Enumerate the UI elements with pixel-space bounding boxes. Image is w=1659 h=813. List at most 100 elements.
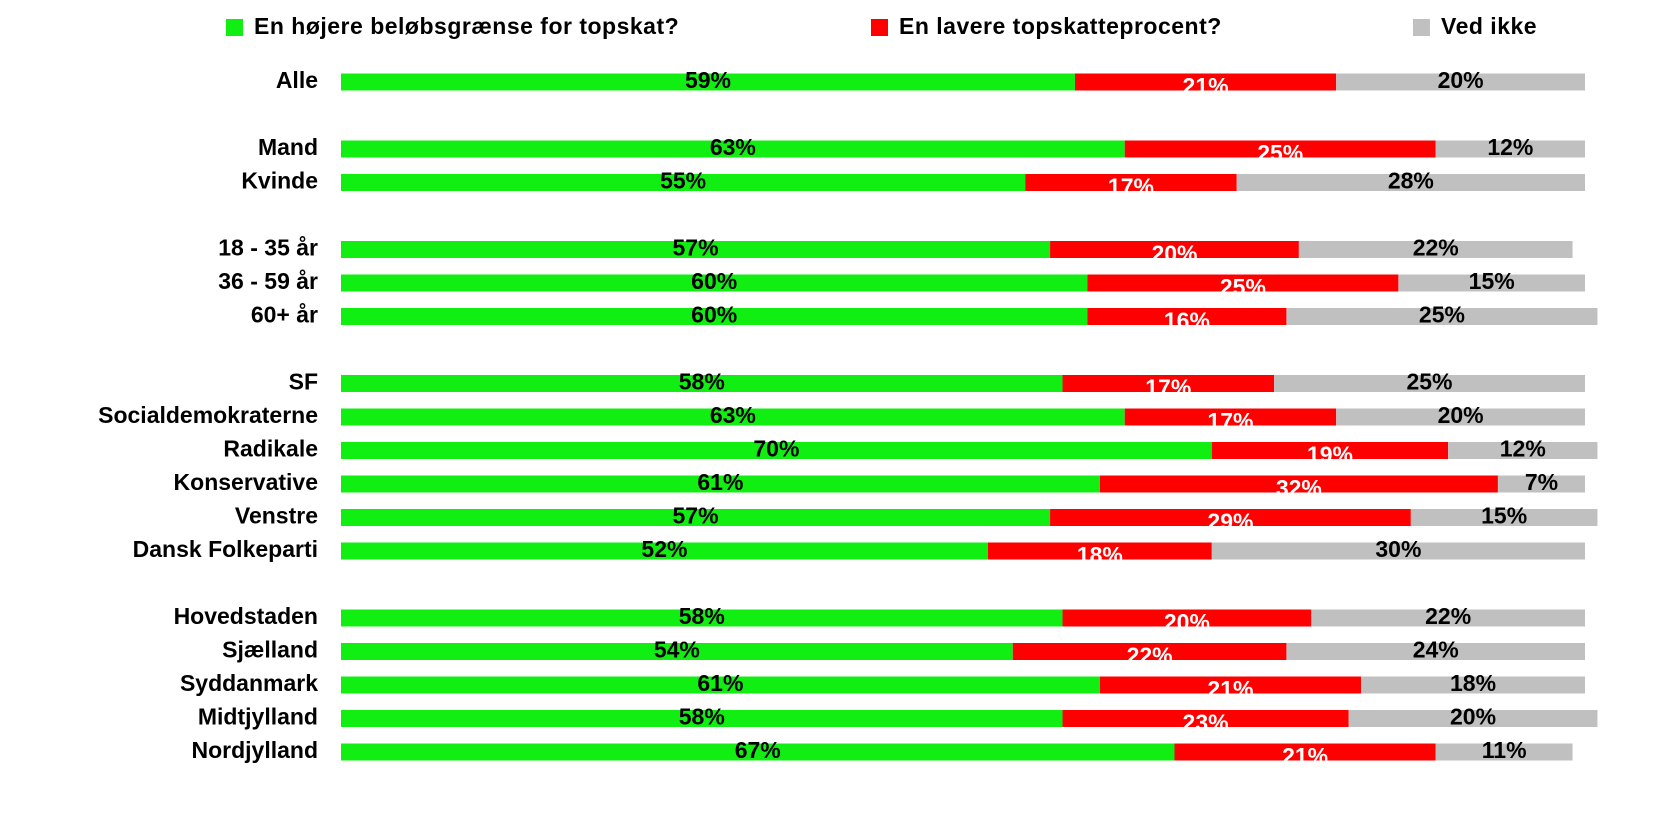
bar-segment: [1398, 274, 1585, 292]
category-label: Alle: [276, 67, 318, 93]
value-label: 12%: [1500, 436, 1546, 462]
bar-segment: [1435, 140, 1585, 158]
bar-segment: [1298, 241, 1573, 258]
value-label: 20%: [1450, 704, 1496, 730]
value-label: 57%: [673, 503, 719, 529]
legend-label: Ved ikke: [1441, 13, 1537, 39]
bar-segment: [1497, 475, 1585, 493]
value-label: 24%: [1413, 637, 1459, 663]
bar-segment: [1311, 609, 1585, 627]
value-label: 21%: [1183, 73, 1229, 99]
bar-segment: [1050, 509, 1411, 526]
legend-swatch: [1413, 19, 1430, 36]
bar-segment: [1236, 174, 1585, 191]
value-label: 21%: [1207, 676, 1253, 702]
value-label: 20%: [1164, 609, 1210, 635]
category-label: Dansk Folkeparti: [133, 536, 318, 562]
category-label: Sjælland: [222, 637, 318, 663]
value-label: 58%: [679, 704, 725, 730]
bar-segment: [1099, 676, 1362, 694]
value-label: 18%: [1077, 542, 1123, 568]
value-label: 52%: [641, 536, 687, 562]
value-label: 20%: [1438, 402, 1484, 428]
bar-segment: [1087, 274, 1399, 292]
legend-label: En lavere topskatteprocent?: [899, 13, 1222, 39]
value-label: 20%: [1151, 241, 1197, 267]
bar-segment: [341, 241, 1051, 258]
bar-segment: [1050, 241, 1299, 258]
value-label: 12%: [1487, 134, 1533, 160]
bar-segment: [341, 308, 1088, 325]
category-label: 18 - 35 år: [218, 235, 318, 261]
category-label: Syddanmark: [180, 670, 318, 696]
value-label: 60%: [691, 302, 737, 328]
value-label: 70%: [753, 436, 799, 462]
category-label: Mand: [258, 134, 318, 160]
category-label: Radikale: [223, 436, 318, 462]
value-label: 11%: [1482, 737, 1527, 763]
category-label: 60+ år: [251, 302, 318, 328]
bar-segment: [1087, 308, 1287, 325]
value-label: 29%: [1207, 509, 1253, 535]
bar-segment: [341, 643, 1013, 660]
bar-segment: [341, 609, 1063, 627]
value-label: 61%: [697, 670, 743, 696]
bar-segment: [1410, 509, 1598, 526]
bar-segment: [1062, 375, 1274, 392]
bar-segment: [341, 73, 1075, 91]
value-label: 59%: [685, 67, 731, 93]
legend-label: En højere beløbsgrænse for topskat?: [254, 13, 679, 39]
bar-segment: [341, 509, 1051, 526]
value-label: 63%: [710, 402, 756, 428]
bar-segment: [341, 676, 1100, 694]
value-label: 61%: [697, 469, 743, 495]
bar-segment: [1211, 442, 1449, 459]
category-label: Nordjylland: [191, 737, 318, 763]
value-label: 28%: [1388, 168, 1434, 194]
value-label: 21%: [1282, 743, 1328, 769]
value-label: 57%: [673, 235, 719, 261]
value-label: 15%: [1481, 503, 1527, 529]
bar-segment: [1274, 375, 1585, 392]
bar-segment: [341, 274, 1088, 292]
value-label: 58%: [679, 369, 725, 395]
value-label: 17%: [1207, 408, 1253, 434]
bar-segment: [1435, 743, 1573, 761]
value-label: 30%: [1375, 536, 1421, 562]
bar-segment: [1074, 73, 1337, 91]
value-label: 58%: [679, 603, 725, 629]
legend-swatch: [871, 19, 888, 36]
value-label: 25%: [1406, 369, 1452, 395]
value-label: 55%: [660, 168, 706, 194]
bar-segment: [341, 375, 1063, 392]
bar-segment: [1124, 408, 1337, 426]
bar-segment: [341, 408, 1125, 426]
value-label: 25%: [1257, 140, 1303, 166]
bar-segment: [1286, 308, 1598, 325]
value-label: 25%: [1419, 302, 1465, 328]
bar-segment: [1025, 174, 1237, 191]
value-label: 18%: [1450, 670, 1496, 696]
category-label: Socialdemokraterne: [98, 402, 318, 428]
bar-segment: [1099, 475, 1498, 493]
category-label: Hovedstaden: [174, 603, 318, 629]
value-label: 22%: [1127, 643, 1173, 669]
value-label: 16%: [1164, 308, 1210, 334]
bar-segment: [1336, 408, 1585, 426]
bar-segment: [1062, 609, 1312, 627]
bar-segment: [1336, 73, 1585, 91]
category-label: Konservative: [174, 469, 318, 495]
category-label: Kvinde: [241, 168, 318, 194]
bar-segment: [341, 710, 1063, 727]
bar-segment: [1286, 643, 1585, 660]
value-label: 15%: [1469, 268, 1515, 294]
value-label: 23%: [1183, 710, 1229, 736]
category-label: SF: [289, 369, 318, 395]
category-label: Midtjylland: [198, 704, 318, 730]
value-label: 32%: [1276, 475, 1322, 501]
legend-swatch: [226, 19, 243, 36]
bar-segment: [341, 442, 1212, 459]
bar-segment: [1012, 643, 1287, 660]
value-label: 22%: [1413, 235, 1459, 261]
